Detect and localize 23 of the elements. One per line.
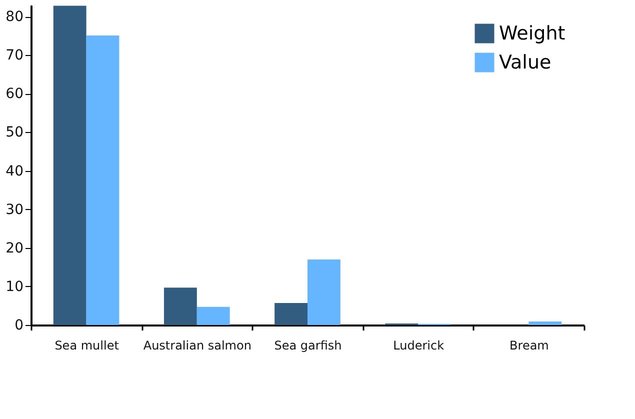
x-tick-label: Luderick bbox=[393, 338, 444, 352]
y-tick-label: 10 bbox=[6, 278, 24, 295]
bar bbox=[274, 303, 308, 325]
legend-label: Weight bbox=[499, 22, 566, 44]
y-tick-label: 40 bbox=[6, 163, 24, 180]
y-tick-label: 20 bbox=[6, 240, 24, 256]
y-tick-label: 80 bbox=[6, 9, 24, 26]
bar bbox=[53, 6, 86, 325]
bar bbox=[164, 288, 197, 325]
bar bbox=[196, 306, 230, 325]
bar bbox=[528, 322, 562, 325]
x-tick-label: Sea mullet bbox=[54, 338, 120, 352]
y-tick-label: 0 bbox=[14, 318, 24, 334]
bar bbox=[86, 35, 120, 325]
x-tick-label: Bream bbox=[510, 338, 549, 352]
x-tick-label: Sea garfish bbox=[274, 338, 342, 352]
y-tick-label: 60 bbox=[6, 86, 24, 102]
y-tick-label: 70 bbox=[6, 48, 24, 64]
y-tick-label: 30 bbox=[6, 202, 24, 218]
bar bbox=[308, 259, 340, 325]
legend-label: Value bbox=[499, 52, 552, 74]
x-tick-label: Australian salmon bbox=[143, 338, 252, 352]
y-tick-label: 50 bbox=[6, 124, 24, 141]
